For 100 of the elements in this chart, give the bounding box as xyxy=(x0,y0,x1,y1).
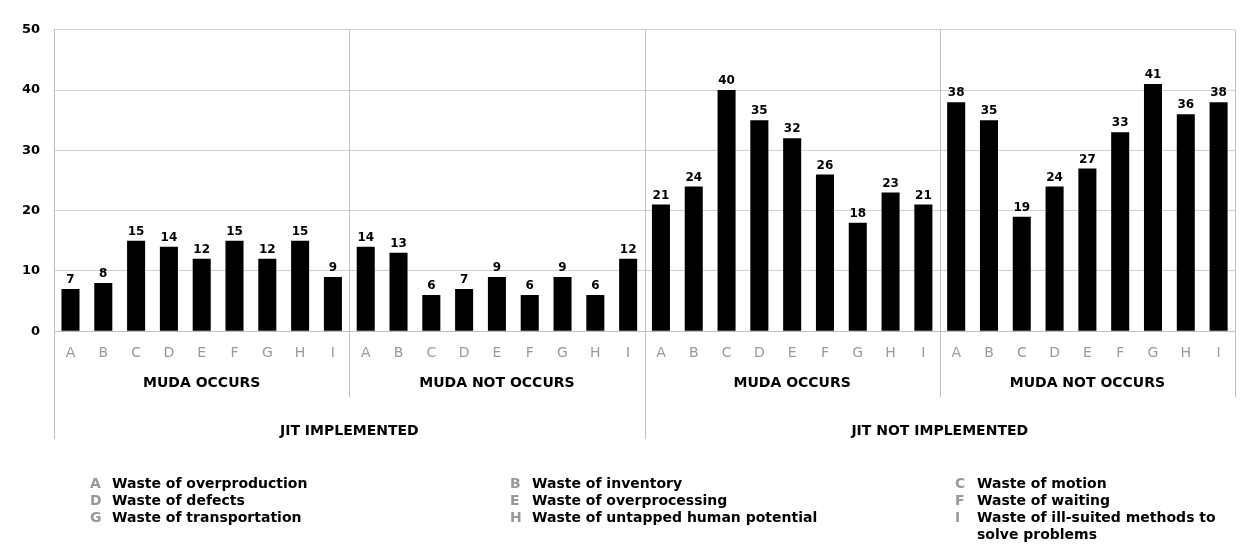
x-tick-label: B xyxy=(688,344,699,361)
data-label: 35 xyxy=(751,103,768,118)
bar xyxy=(487,276,506,331)
data-label: 14 xyxy=(357,229,375,244)
x-tick-label: G xyxy=(1147,344,1159,361)
data-label: 38 xyxy=(1210,85,1227,100)
x-tick-label: H xyxy=(885,344,896,361)
data-label: 19 xyxy=(1013,199,1031,214)
y-tick-label: 0 xyxy=(31,322,41,338)
x-tick-label: D xyxy=(458,344,470,361)
x-tick-label: B xyxy=(98,344,109,361)
x-tick-label: A xyxy=(65,344,76,361)
bar xyxy=(520,295,539,331)
x-tick-label: E xyxy=(492,344,502,361)
text: H Waste of untapped human potential xyxy=(510,509,818,527)
bar xyxy=(1111,132,1130,331)
data-label: 15 xyxy=(226,223,243,238)
bar xyxy=(717,90,736,331)
bar xyxy=(783,138,802,331)
y-tick-label: 20 xyxy=(22,202,41,218)
bar xyxy=(848,222,867,331)
bar xyxy=(750,120,769,331)
x-tick-label: H xyxy=(590,344,601,361)
bar xyxy=(1012,216,1031,331)
x-tick-label: E xyxy=(197,344,207,361)
text: E Waste of overprocessing xyxy=(510,492,728,509)
data-label: 26 xyxy=(816,157,834,172)
bar xyxy=(323,276,342,331)
bar xyxy=(94,282,113,331)
data-label: 8 xyxy=(99,266,108,281)
x-tick-label: G xyxy=(852,344,864,361)
x-tick-label: F xyxy=(1116,344,1125,361)
text: MUDA NOT OCCURS xyxy=(1009,373,1166,390)
x-tick-label: F xyxy=(525,344,534,361)
bar xyxy=(914,204,933,331)
bar xyxy=(1078,168,1097,331)
y-tick-label: 30 xyxy=(22,141,41,157)
bar xyxy=(159,246,178,331)
data-label: 36 xyxy=(1177,97,1195,112)
x-tick-label: B xyxy=(984,344,994,361)
text: I Waste of ill-suited methods to solve problems xyxy=(955,509,1217,543)
data-label: 40 xyxy=(718,73,735,88)
text: F Waste of waiting xyxy=(955,492,1112,509)
x-tick-label: I xyxy=(330,344,335,361)
y-tick-label: 10 xyxy=(22,262,41,278)
data-label: 7 xyxy=(459,272,469,287)
data-label: 32 xyxy=(783,121,801,136)
bar xyxy=(356,246,375,331)
bar xyxy=(947,102,966,331)
bar xyxy=(127,240,146,331)
data-label: 38 xyxy=(947,85,965,100)
bar xyxy=(684,186,703,331)
data-label: 9 xyxy=(558,260,567,275)
x-tick-label: I xyxy=(626,344,631,361)
data-label: 6 xyxy=(427,278,436,293)
x-tick-label: I xyxy=(1216,344,1221,361)
text: MUDA OCCURS xyxy=(143,373,261,390)
data-label: 9 xyxy=(492,260,502,275)
y-tick-label: 40 xyxy=(22,81,41,97)
x-tick-label: B xyxy=(393,344,404,361)
data-label: 13 xyxy=(390,235,407,250)
bar xyxy=(389,252,408,331)
data-label: 21 xyxy=(652,187,670,202)
data-label: 23 xyxy=(882,175,899,190)
text: MUDA OCCURS xyxy=(733,373,851,390)
bar xyxy=(619,258,638,331)
bar xyxy=(1176,114,1195,331)
x-tick-label: C xyxy=(1016,344,1027,361)
x-tick-label: E xyxy=(1082,344,1092,361)
bar xyxy=(553,276,572,331)
bar xyxy=(61,289,80,331)
x-tick-label: C xyxy=(426,344,437,361)
data-label: 33 xyxy=(1111,115,1129,130)
x-tick-label: A xyxy=(656,344,667,361)
bar xyxy=(1143,84,1163,331)
text: JIT IMPLEMENTED xyxy=(278,421,419,438)
data-label: 7 xyxy=(66,272,75,287)
x-tick-label: A xyxy=(360,344,371,361)
bar xyxy=(225,240,244,331)
text: G Waste of transportation xyxy=(90,509,302,527)
data-label: 24 xyxy=(1046,169,1063,184)
x-tick-label: F xyxy=(820,344,829,361)
x-tick-label: H xyxy=(1180,344,1192,361)
x-tick-label: D xyxy=(163,344,175,361)
x-tick-label: C xyxy=(721,344,732,361)
bar xyxy=(1209,102,1228,331)
bar xyxy=(651,204,670,331)
data-label: 18 xyxy=(849,205,867,220)
y-tick-label: 50 xyxy=(22,21,41,37)
bar xyxy=(1045,186,1064,331)
x-tick-label: C xyxy=(131,344,142,361)
data-label: 15 xyxy=(291,223,309,238)
data-label: 41 xyxy=(1144,67,1162,82)
data-label: 14 xyxy=(160,229,178,244)
x-tick-label: H xyxy=(294,344,306,361)
data-label: 6 xyxy=(591,278,600,293)
text: D Waste of defects xyxy=(90,492,245,509)
bar xyxy=(192,258,211,331)
data-label: 35 xyxy=(980,103,998,118)
x-tick-label: D xyxy=(753,344,765,361)
